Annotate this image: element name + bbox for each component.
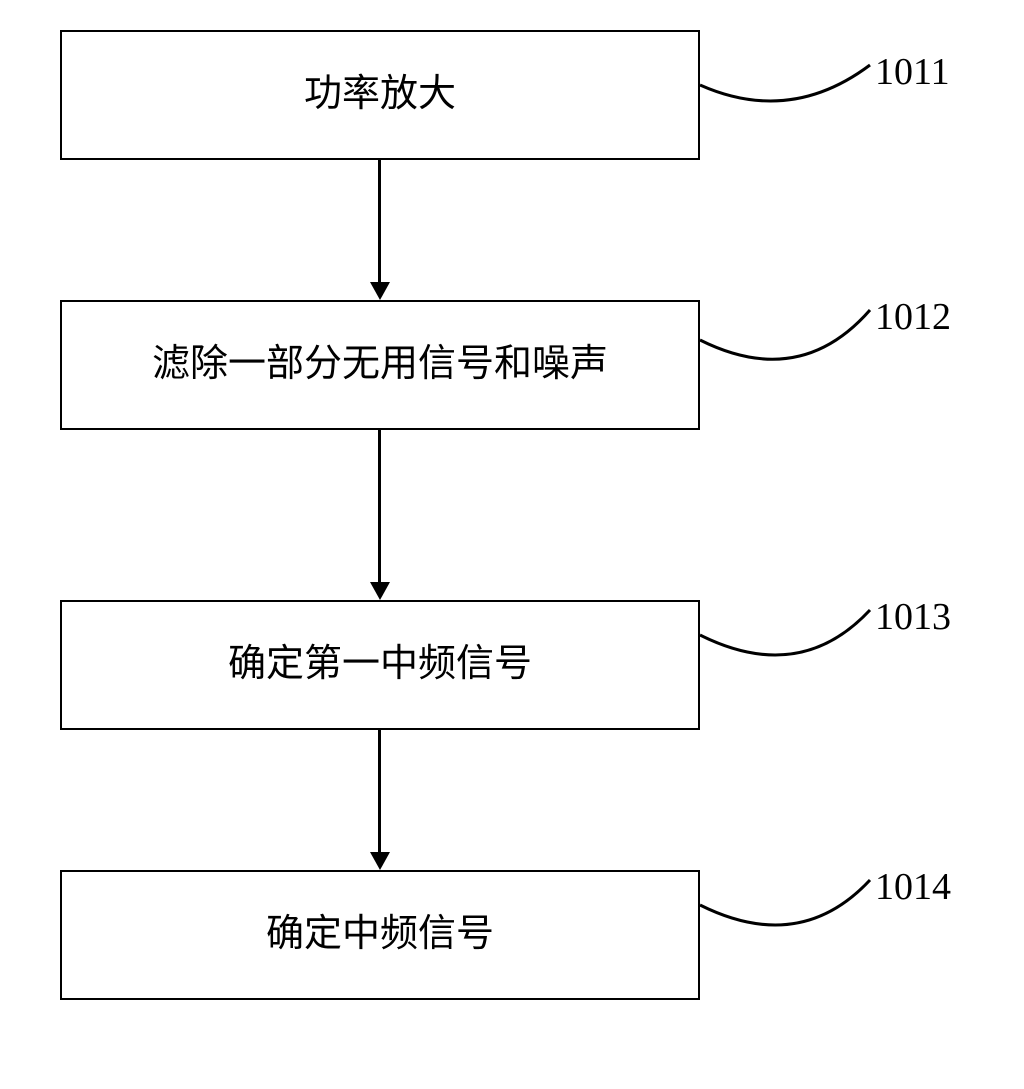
leader-line-4	[60, 30, 960, 1030]
